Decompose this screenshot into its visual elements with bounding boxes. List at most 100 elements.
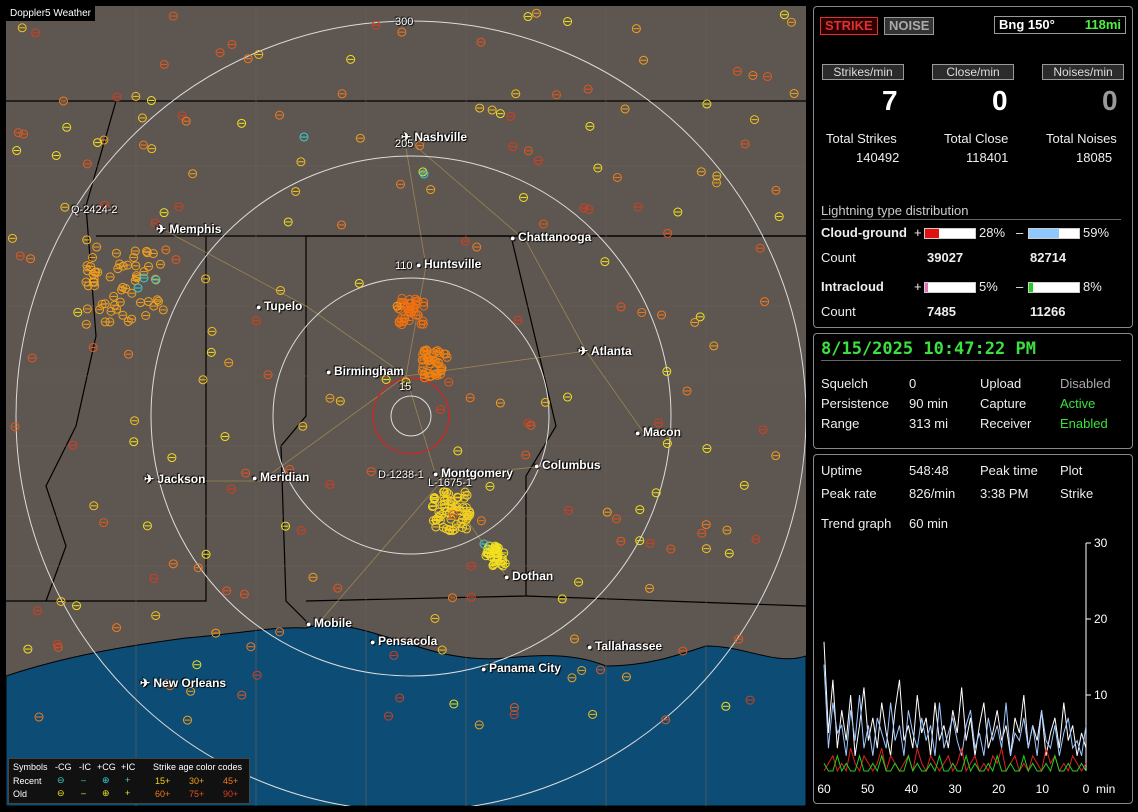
lightning-map[interactable]: Doppler5 Weather ✈ Nashville ✈ Memphis ● C… (6, 6, 806, 806)
strikes-per-min-button[interactable]: Strikes/min (822, 64, 904, 80)
strike-marker (564, 505, 574, 515)
strike-marker (500, 558, 510, 568)
ic-negative-count: 11266 (1030, 304, 1066, 319)
strike-marker (15, 251, 25, 261)
strike-marker (588, 709, 598, 719)
strike-marker (657, 310, 667, 320)
x-tick-label: 30 (948, 782, 962, 796)
strike-marker (460, 487, 470, 497)
strike-marker (439, 492, 449, 502)
strike-marker (193, 563, 203, 573)
city-jackson: ✈ Jackson (144, 472, 205, 486)
strike-marker (596, 665, 606, 675)
close-per-min-button[interactable]: Close/min (932, 64, 1014, 80)
ic-positive-count: 7485 (927, 304, 956, 319)
old-pos-ic-icon: + (125, 788, 131, 798)
plot-value[interactable]: Strike (1060, 486, 1094, 501)
city-tallahassee: ● Tallahassee (587, 639, 662, 653)
strike-marker (567, 673, 577, 683)
strike-marker (112, 304, 122, 314)
range-rings (15, 20, 806, 806)
city-name: Meridian (259, 470, 310, 484)
strike-marker (89, 501, 99, 511)
strike-marker (131, 261, 141, 271)
strike-marker (111, 248, 121, 258)
divider (821, 219, 1121, 220)
squelch-value[interactable]: 0 (909, 376, 917, 391)
strike-marker (112, 92, 122, 102)
receiver-status[interactable]: Enabled (1060, 416, 1108, 431)
strike-marker (585, 121, 595, 131)
strike-marker (237, 690, 247, 700)
strike-marker (399, 317, 409, 327)
city-atlanta: ✈ Atlanta (578, 344, 632, 358)
strike-marker (395, 693, 405, 703)
strike-marker (498, 561, 508, 571)
distribution-title: Lightning type distribution (821, 203, 969, 218)
strike-marker (283, 217, 293, 227)
strike-marker (476, 516, 486, 526)
city-name: Chattanooga (517, 230, 592, 244)
strike-marker (635, 536, 645, 546)
strike-marker (333, 583, 343, 593)
city-dot-icon: ● (306, 619, 314, 629)
noises-per-min-button[interactable]: Noises/min (1042, 64, 1124, 80)
peak-rate-value: 826/min (909, 486, 956, 501)
strike-marker (435, 405, 445, 415)
strike-marker (749, 115, 759, 125)
strike-marker (666, 544, 676, 554)
bearing-readout: Bng 150° 118mi (994, 16, 1126, 34)
strike-marker (226, 484, 236, 494)
strike-marker (243, 54, 253, 64)
strike-marker (186, 686, 196, 696)
count-label: Count (821, 304, 856, 319)
strike-marker (56, 596, 66, 606)
strike-marker (151, 611, 161, 621)
strike-marker (168, 559, 178, 569)
strike-marker (552, 90, 562, 100)
old-neg-cg-icon: ⊖ (57, 788, 65, 798)
strike-marker (479, 539, 489, 549)
map-source-tag: Doppler5 Weather (6, 6, 95, 21)
strike-marker (241, 468, 251, 478)
strike-marker (346, 54, 356, 64)
x-tick-label: 20 (992, 782, 1006, 796)
strike-marker (112, 623, 122, 633)
strike-mode-button[interactable]: STRIKE (820, 17, 878, 35)
strike-marker (68, 440, 78, 450)
range-value[interactable]: 313 mi (909, 416, 949, 431)
strike-marker (485, 481, 495, 491)
strike-marker (10, 422, 20, 432)
count-label: Count (821, 250, 856, 265)
strike-marker (165, 681, 175, 691)
strike-marker (662, 366, 672, 376)
strike-marker (82, 235, 92, 245)
strike-marker (455, 506, 465, 516)
plus-sign: + (914, 225, 922, 240)
strike-marker (149, 573, 159, 583)
persistence-value[interactable]: 90 min (909, 396, 949, 411)
strike-marker (116, 285, 126, 295)
strike-marker (88, 277, 98, 287)
city-dot-icon: ● (326, 367, 334, 377)
x-tick-label: 60 (817, 782, 831, 796)
strike-marker (404, 315, 414, 325)
strike-marker (415, 141, 425, 151)
strike-marker (159, 59, 169, 69)
city-dot-icon: ● (504, 572, 512, 582)
capture-status[interactable]: Active (1060, 396, 1096, 411)
cg-positive-bar (924, 228, 976, 239)
strike-marker (100, 299, 110, 309)
strike-marker (771, 185, 781, 195)
city-name: Tupelo (263, 299, 303, 313)
strike-marker (130, 246, 140, 256)
trend-window-value[interactable]: 60 min (909, 516, 949, 531)
cg-positive-pct: 28% (979, 225, 1006, 240)
strike-marker (155, 259, 165, 269)
strike-marker (563, 392, 573, 402)
noise-mode-button[interactable]: NOISE (884, 17, 935, 35)
trend-series-line (823, 664, 1087, 756)
upload-status[interactable]: Disabled (1060, 376, 1111, 391)
city-name: Nashville (414, 130, 468, 144)
strike-marker (637, 307, 647, 317)
